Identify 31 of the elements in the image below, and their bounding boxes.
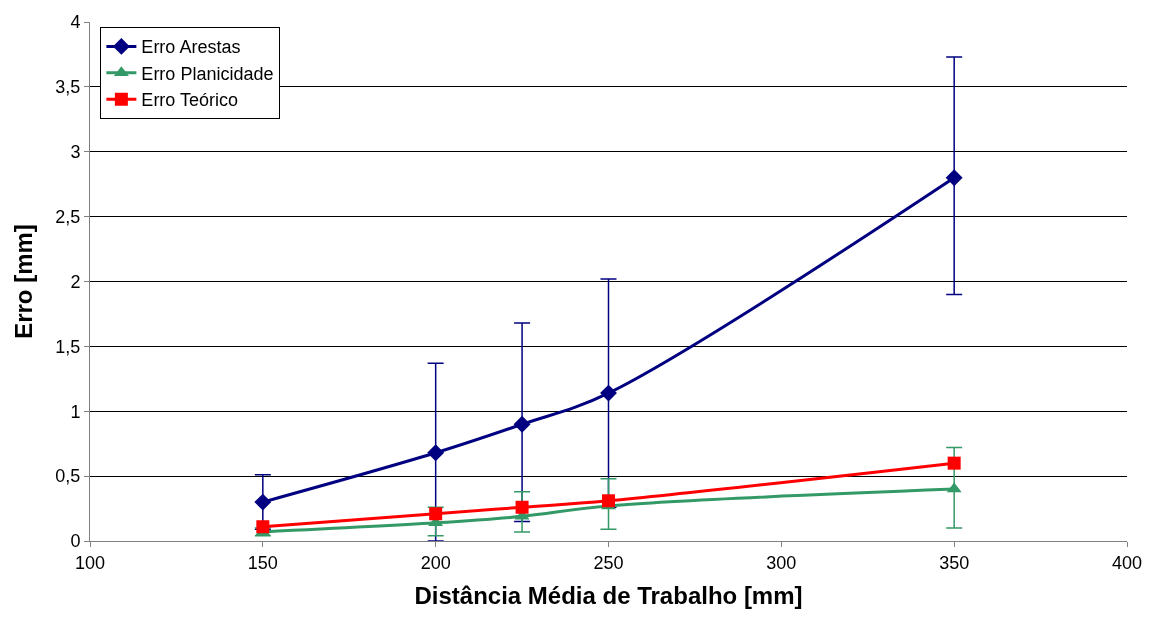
point bbox=[945, 169, 963, 187]
y-tick-label: 0,5 bbox=[55, 466, 81, 487]
y-tick-label: 4 bbox=[70, 12, 81, 33]
x-tick-label: 250 bbox=[593, 552, 624, 573]
x-tick-label: 100 bbox=[74, 552, 106, 573]
x-tick-label: 300 bbox=[766, 552, 797, 573]
point bbox=[602, 494, 615, 508]
point bbox=[254, 493, 272, 511]
point bbox=[256, 520, 270, 534]
y-tick-label: 3 bbox=[70, 142, 81, 163]
point bbox=[427, 444, 445, 462]
legend-label: Erro Teórico bbox=[141, 90, 239, 111]
y-tick-label: 1,5 bbox=[55, 336, 81, 357]
point bbox=[429, 507, 443, 521]
point bbox=[515, 500, 529, 514]
legend-label: Erro Arestas bbox=[141, 37, 241, 58]
point bbox=[513, 415, 531, 433]
y-tick-label: 0 bbox=[70, 531, 81, 552]
x-axis-title: Distância Média de Trabalho [mm] bbox=[414, 581, 803, 609]
x-tick-label: 350 bbox=[939, 552, 970, 573]
y-tick-label: 2 bbox=[70, 271, 81, 292]
legend-label: Erro Planicidade bbox=[141, 63, 274, 84]
point bbox=[600, 384, 617, 402]
y-axis-title: Erro [mm] bbox=[10, 224, 38, 339]
y-tick-label: 2,5 bbox=[55, 206, 81, 227]
y-tick-label: 1 bbox=[70, 401, 81, 422]
point bbox=[947, 456, 961, 470]
x-tick-label: 400 bbox=[1111, 552, 1143, 573]
x-tick-label: 150 bbox=[247, 552, 278, 573]
x-tick-label: 200 bbox=[420, 552, 451, 573]
y-tick-label: 3,5 bbox=[55, 77, 81, 98]
